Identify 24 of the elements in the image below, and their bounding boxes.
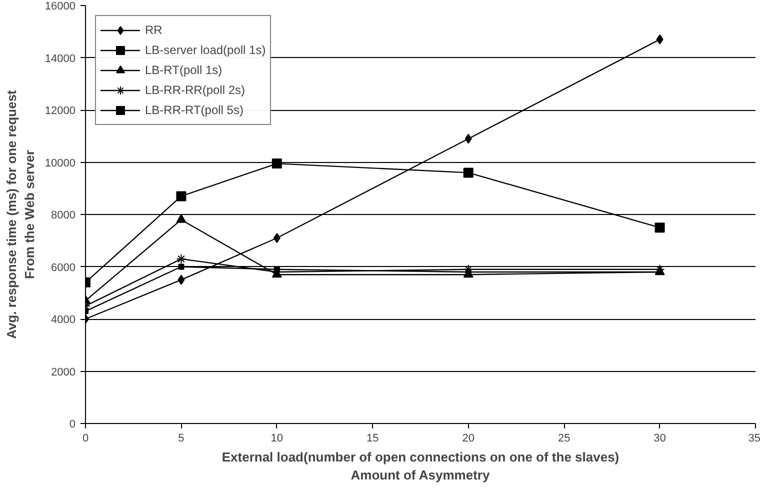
- y-tick-label: 8000: [51, 210, 76, 222]
- x-tick-label: 10: [270, 432, 284, 444]
- y-tick-label: 16000: [44, 0, 76, 12]
- x-axis-title: External load(number of open connections on one of the slaves) Amount of Asymmetry: [222, 450, 620, 482]
- x-tick-label: 25: [558, 432, 570, 444]
- x-tick-label: 5: [178, 432, 184, 444]
- y-tick-label: 10000: [44, 157, 76, 170]
- legend-label: LB-server load(poll 1s): [145, 43, 266, 57]
- legend-label: LB-RT(poll 1s): [145, 63, 222, 77]
- x-tick-label: 20: [462, 432, 474, 444]
- y-tick-label: 14000: [44, 52, 76, 65]
- y-tick-label: 4000: [51, 314, 76, 326]
- legend-label: LB-RR-RT(poll 5s): [145, 103, 244, 117]
- y-tick-label: 2000: [51, 366, 76, 378]
- y-tick-label: 12000: [44, 105, 76, 117]
- legend-label: RR: [145, 23, 164, 37]
- y-tick-label: 0: [69, 418, 76, 430]
- y-tick-label: 6000: [51, 262, 76, 274]
- y-axis-title: Avg. response time (ms) for one request From the Web server: [4, 89, 37, 339]
- legend-label: LB-RR-RR(poll 2s): [145, 83, 246, 97]
- x-tick-label: 30: [654, 432, 666, 444]
- x-tick-label: 0: [82, 432, 89, 444]
- x-tick-label: 15: [366, 432, 379, 444]
- x-tick-label: 35: [748, 432, 761, 444]
